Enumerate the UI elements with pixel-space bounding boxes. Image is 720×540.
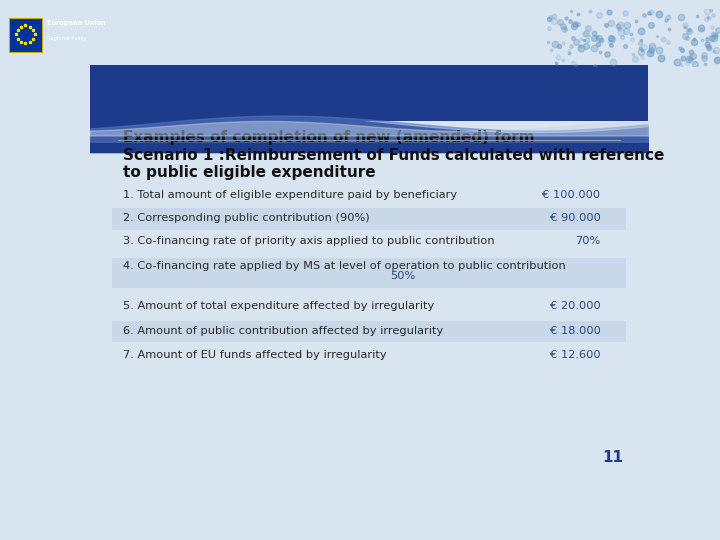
Text: Regional Policy: Regional Policy [47,36,86,41]
Text: 5. Amount of total expenditure affected by irregularity: 5. Amount of total expenditure affected … [124,301,435,310]
Text: € 90.000: € 90.000 [549,213,600,223]
FancyBboxPatch shape [112,231,626,253]
Text: 7. Amount of EU funds affected by irregularity: 7. Amount of EU funds affected by irregu… [124,350,387,361]
Text: € 18.000: € 18.000 [549,326,600,335]
Text: 70%: 70% [575,236,600,246]
Text: 6. Amount of public contribution affected by irregularity: 6. Amount of public contribution affecte… [124,326,444,335]
Text: to public eligible expenditure: to public eligible expenditure [124,165,376,180]
Text: 3. Co-financing rate of priority axis applied to public contribution: 3. Co-financing rate of priority axis ap… [124,236,495,246]
FancyBboxPatch shape [112,321,626,342]
FancyBboxPatch shape [112,258,626,288]
Text: € 12.600: € 12.600 [550,350,600,361]
Text: Scenario 1 :Reimbursement of Funds calculated with reference: Scenario 1 :Reimbursement of Funds calcu… [124,148,665,163]
Text: € 100.000: € 100.000 [542,191,600,200]
Text: 50%: 50% [390,271,415,281]
Text: € 20.000: € 20.000 [550,301,600,310]
Text: 1. Total amount of eligible expenditure paid by beneficiary: 1. Total amount of eligible expenditure … [124,191,458,200]
FancyBboxPatch shape [9,18,42,52]
FancyBboxPatch shape [112,185,626,207]
FancyBboxPatch shape [112,346,626,367]
Text: 2. Corresponding public contribution (90%): 2. Corresponding public contribution (90… [124,213,370,223]
Text: European Union: European Union [47,21,106,26]
Text: 4. Co-financing rate applied by MS at level of operation to public contribution: 4. Co-financing rate applied by MS at le… [124,261,566,272]
FancyBboxPatch shape [112,295,626,317]
FancyBboxPatch shape [112,208,626,230]
Text: Examples of completion of new (amended) form: Examples of completion of new (amended) … [124,131,535,145]
FancyBboxPatch shape [90,65,648,121]
Text: 11: 11 [602,450,623,465]
